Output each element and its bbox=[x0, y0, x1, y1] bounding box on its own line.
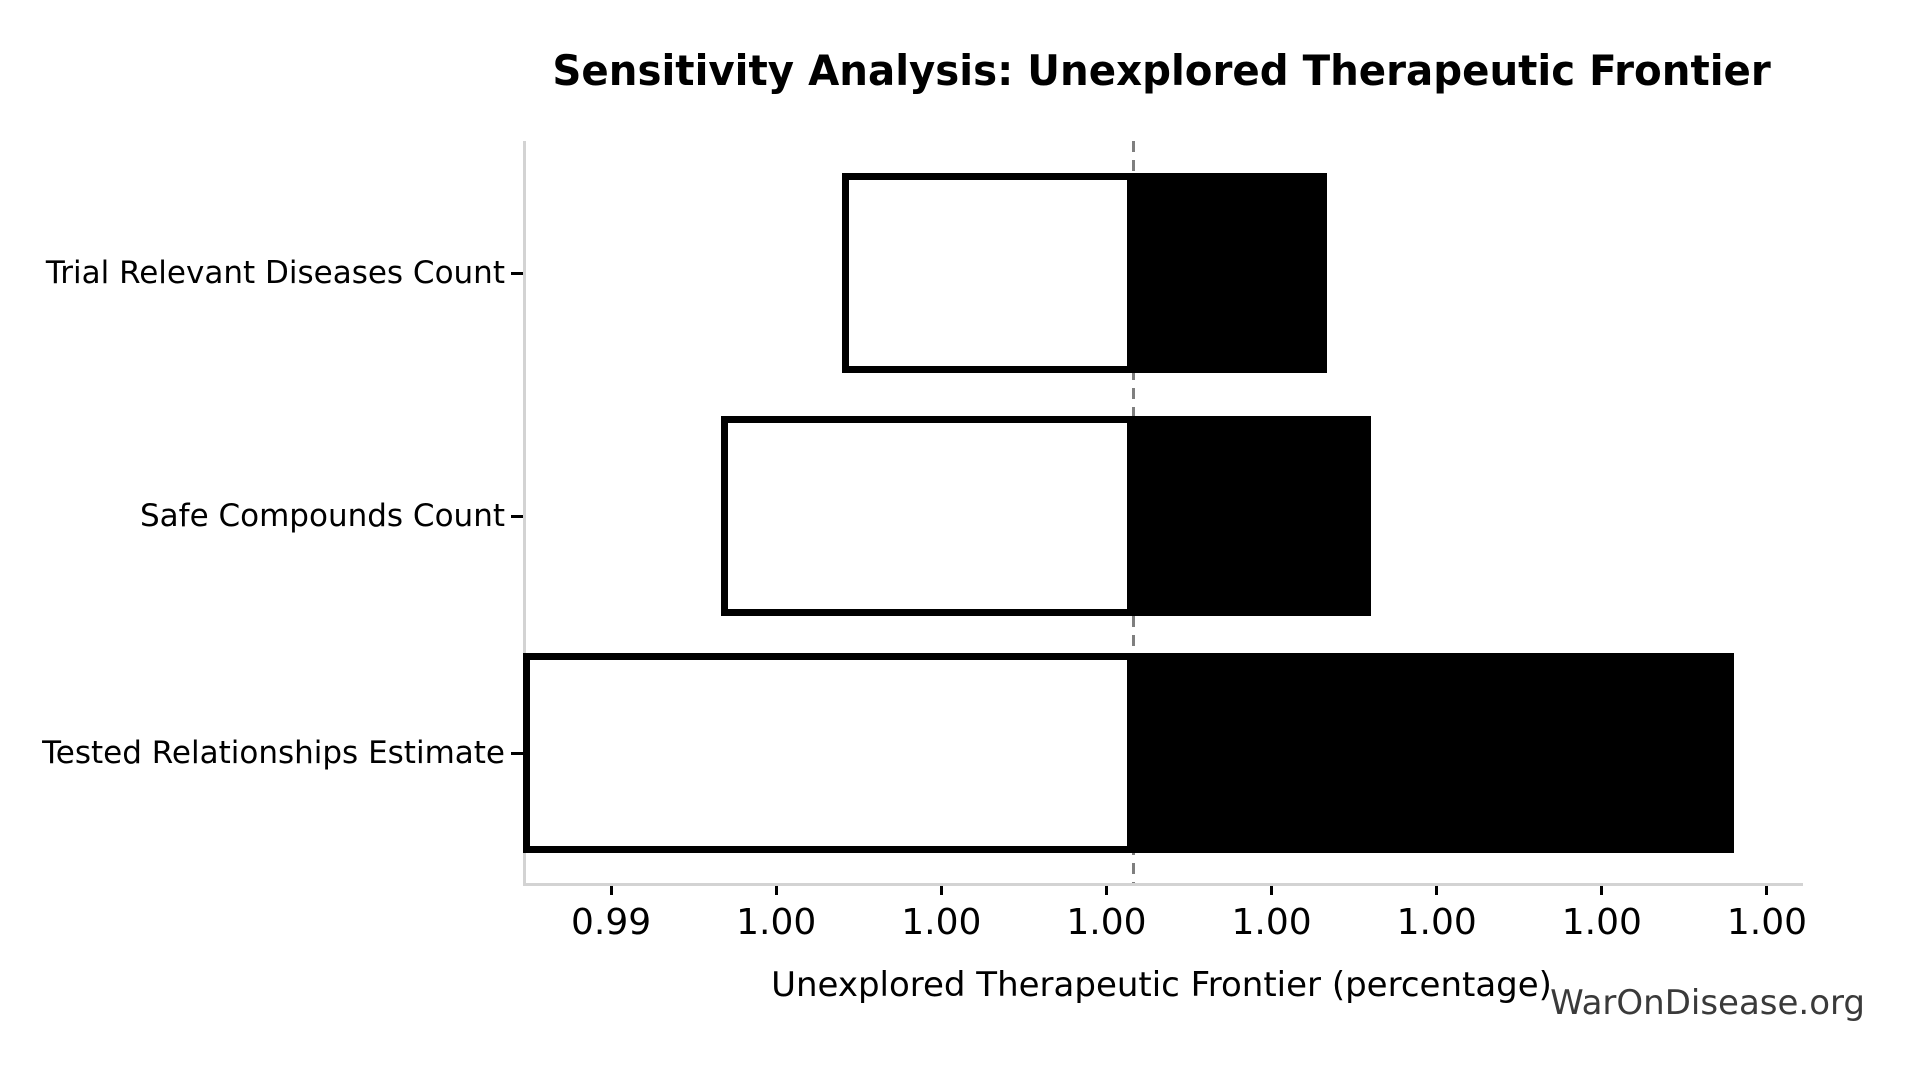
x-tick-mark bbox=[774, 884, 778, 895]
x-tick-label: 1.00 bbox=[1561, 902, 1642, 943]
chart-title-text: Sensitivity Analysis: Unexplored Therape… bbox=[552, 45, 1771, 95]
y-axis-spine bbox=[523, 141, 526, 883]
bar-high-segment bbox=[1133, 653, 1734, 853]
x-tick-label: 1.00 bbox=[1066, 902, 1147, 943]
x-tick-mark bbox=[1270, 884, 1274, 895]
y-tick-mark bbox=[511, 271, 523, 275]
bar-high-segment bbox=[1133, 173, 1327, 373]
bar-low-segment bbox=[523, 653, 1134, 853]
x-axis-label: Unexplored Therapeutic Frontier (percent… bbox=[771, 965, 1552, 1005]
bar-low-segment bbox=[842, 173, 1134, 373]
x-tick-label: 1.00 bbox=[1726, 902, 1808, 943]
y-tick-mark bbox=[511, 514, 523, 518]
x-tick-mark bbox=[939, 884, 943, 895]
x-tick-label: 1.00 bbox=[1396, 902, 1477, 943]
x-tick-mark bbox=[1765, 884, 1769, 895]
bar-high-segment bbox=[1133, 416, 1371, 616]
x-axis-spine bbox=[523, 883, 1803, 886]
y-category-label: Trial Relevant Diseases Count bbox=[45, 255, 505, 291]
bar-low-segment bbox=[721, 416, 1134, 616]
y-tick-mark bbox=[511, 751, 523, 755]
x-tick-mark bbox=[609, 884, 613, 895]
x-tick-label: 1.00 bbox=[736, 902, 817, 943]
y-category-label: Safe Compounds Count bbox=[139, 498, 505, 534]
x-tick-mark bbox=[1600, 884, 1604, 895]
x-tick-mark bbox=[1435, 884, 1439, 895]
y-category-label: Tested Relationships Estimate bbox=[42, 735, 505, 771]
chart-title: Sensitivity Analysis: Unexplored Therape… bbox=[523, 38, 1800, 102]
x-tick-label: 1.00 bbox=[901, 902, 982, 943]
watermark-text: WarOnDisease.org bbox=[1550, 983, 1865, 1023]
x-tick-mark bbox=[1104, 884, 1108, 895]
x-tick-label: 0.99 bbox=[570, 902, 652, 943]
x-tick-label: 1.00 bbox=[1231, 902, 1312, 943]
